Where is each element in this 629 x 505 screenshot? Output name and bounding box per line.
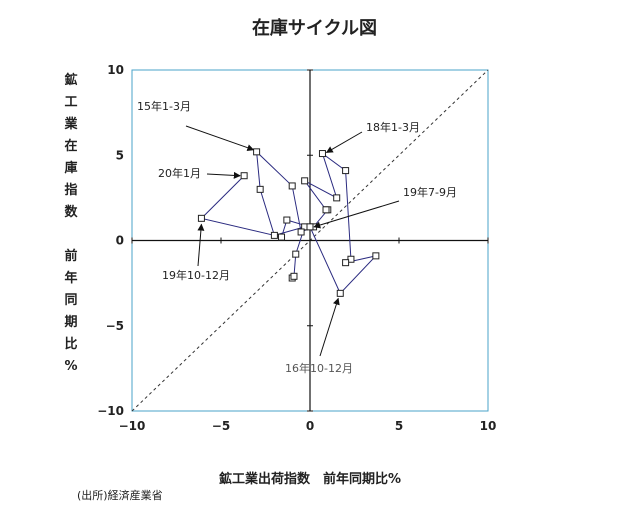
chart-title: 在庫サイクル図 <box>251 18 378 39</box>
x-tick-label: −10 <box>119 419 146 433</box>
y-axis-label-char: 期 <box>64 315 78 330</box>
data-point <box>270 231 278 239</box>
y-axis-label-char: 比 <box>64 337 78 352</box>
data-point <box>297 228 305 236</box>
data-point <box>336 289 344 297</box>
data-point <box>240 172 248 180</box>
annotation-label: 16年10-12月 <box>285 361 353 375</box>
y-axis-label-char: 同 <box>64 293 78 308</box>
y-tick-label: 0 <box>116 234 124 248</box>
annotation-arrow <box>185 125 255 152</box>
data-point <box>301 177 309 185</box>
x-tick-label: 5 <box>395 419 403 433</box>
x-axis-label: 鉱工業出荷指数 前年同期比% <box>218 472 402 487</box>
annotation-arrow <box>313 200 400 229</box>
x-tick-label: 10 <box>480 419 497 433</box>
data-point <box>342 167 350 175</box>
x-tick-label: 0 <box>306 419 314 433</box>
data-point <box>333 194 341 202</box>
y-axis-label-char: 工 <box>64 95 78 110</box>
y-tick-label: −5 <box>106 319 124 333</box>
y-axis-label-char: % <box>64 359 78 374</box>
data-point <box>278 233 286 241</box>
data-point <box>288 182 296 190</box>
x-tick-label: −5 <box>212 419 230 433</box>
data-point <box>342 259 350 267</box>
y-tick-label: −10 <box>97 404 124 418</box>
data-point <box>372 252 380 260</box>
annotation-arrow <box>325 131 363 153</box>
y-axis-label-char: 年 <box>64 271 78 286</box>
annotation-label: 19年10-12月 <box>162 268 230 282</box>
y-axis-label-char: 数 <box>64 205 78 220</box>
source-note: (出所)経済産業省 <box>77 489 163 502</box>
annotation-arrow <box>197 223 205 267</box>
y-tick-label: 5 <box>116 148 124 162</box>
annotation-label: 19年7-9月 <box>403 185 457 199</box>
annotation-label: 20年1月 <box>158 166 201 180</box>
y-axis-label: 鉱 工 業 在 庫 指 数 前 年 同 期 比 % <box>60 70 82 378</box>
data-point <box>253 148 261 156</box>
data-point <box>290 272 298 280</box>
y-axis-label-char: 鉱 <box>64 73 78 88</box>
y-axis-label-char: 指 <box>64 183 78 198</box>
annotation-label: 15年1-3月 <box>137 99 191 113</box>
y-axis-label-char: 業 <box>64 117 78 132</box>
data-point <box>197 214 205 222</box>
annotation-label: 18年1-3月 <box>366 120 420 134</box>
data-point <box>306 223 314 231</box>
data-point <box>283 216 291 224</box>
data-point <box>256 185 264 193</box>
data-point <box>318 150 326 158</box>
y-axis-label-char: 前 <box>64 249 78 264</box>
y-axis-label-char: 庫 <box>64 161 78 176</box>
data-point <box>322 206 330 214</box>
annotation-arrow <box>319 297 340 357</box>
data-point <box>292 250 300 258</box>
y-axis-label-char: 在 <box>64 139 78 154</box>
y-tick-label: 10 <box>107 63 124 77</box>
annotation-arrow <box>206 171 241 179</box>
